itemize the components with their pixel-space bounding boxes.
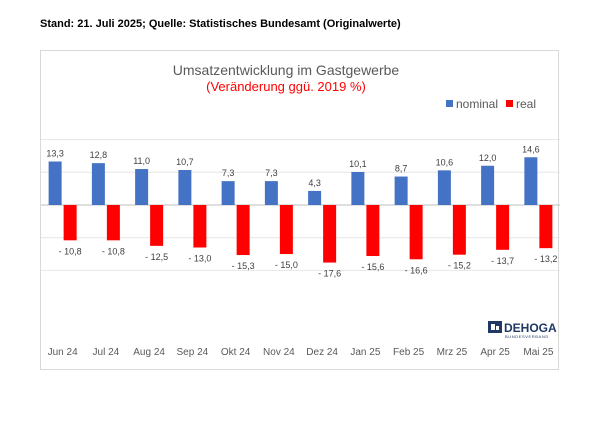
legend-label-nominal: nominal — [456, 97, 498, 111]
data-label-real: - 10,8 — [59, 246, 82, 256]
data-label-nominal: 10,7 — [176, 157, 194, 167]
x-tick-label: Mai 25 — [523, 347, 553, 358]
dehoga-logo: DEHOGA BUNDESVERBAND — [488, 321, 557, 339]
gridlines — [41, 139, 560, 271]
bar-real — [496, 205, 510, 250]
data-label-nominal: 10,6 — [436, 157, 454, 167]
chart-area: 13,3 - 10,8 12,8 - 10,8 11,0 - 12,5 10,7 - 13,0… — [40, 50, 560, 370]
bar-real — [323, 205, 337, 263]
data-label-real: - 15,3 — [232, 261, 255, 271]
x-tick-label: Jun 24 — [48, 347, 78, 358]
bar-nominal — [48, 161, 62, 205]
data-label-real: - 16,6 — [405, 265, 428, 275]
data-label-nominal: 10,1 — [349, 159, 367, 169]
data-label-nominal: 13,3 — [46, 149, 64, 159]
legend-swatch-nominal — [446, 100, 453, 107]
bar-real — [236, 205, 250, 256]
x-tick-labels: Jun 24 Jul 24 Aug 24 Sep 24 Okt 24 Nov 24 Dez … — [48, 347, 554, 358]
bar-real — [193, 205, 207, 248]
data-label-nominal: 8,7 — [395, 164, 408, 174]
x-tick-label: Jan 25 — [350, 347, 380, 358]
chart-subtitle: (Veränderung ggü. 2019 %) — [206, 79, 366, 94]
bar-real — [150, 205, 164, 246]
chart-title: Umsatzentwicklung im Gastgewerbe — [173, 62, 400, 78]
bar-real — [63, 205, 77, 241]
data-label-nominal: 12,0 — [479, 153, 497, 163]
bar-real — [106, 205, 120, 241]
bar-real — [279, 205, 293, 255]
bar-nominal — [437, 170, 451, 205]
bar-nominal — [178, 170, 192, 205]
bar-nominal — [221, 181, 235, 205]
bar-nominal — [264, 181, 278, 205]
data-label-real: - 13,7 — [491, 256, 514, 266]
data-label-real: - 15,6 — [361, 262, 384, 272]
data-label-nominal: 7,3 — [222, 168, 235, 178]
data-label-real: - 10,8 — [102, 246, 125, 256]
x-tick-label: Feb 25 — [393, 347, 425, 358]
bar-nominal — [308, 190, 322, 205]
dehoga-logo-mark-inner — [491, 324, 495, 330]
bar-real — [409, 205, 423, 260]
x-tick-label: Okt 24 — [221, 347, 251, 358]
data-label-nominal: 14,6 — [522, 144, 540, 154]
legend-label-real: real — [516, 97, 536, 111]
legend: nominal real — [446, 97, 536, 111]
dehoga-logo-text: DEHOGA — [504, 321, 557, 335]
bar-nominal — [351, 171, 365, 205]
data-label-real: - 15,2 — [448, 261, 471, 271]
bar-nominal — [524, 157, 538, 205]
x-tick-label: Aug 24 — [133, 347, 165, 358]
x-tick-label: Apr 25 — [480, 347, 510, 358]
data-label-nominal: 12,8 — [90, 150, 108, 160]
dehoga-logo-subtitle: BUNDESVERBAND — [505, 334, 549, 339]
dehoga-logo-mark-inner-2 — [496, 326, 499, 330]
data-label-real: - 15,0 — [275, 260, 298, 270]
x-tick-label: Dez 24 — [306, 347, 338, 358]
bar-real — [366, 205, 380, 257]
data-label-real: - 13,0 — [188, 254, 211, 264]
x-tick-label: Nov 24 — [263, 347, 295, 358]
bar-real — [452, 205, 466, 255]
data-label-nominal: 7,3 — [265, 168, 278, 178]
bar-nominal — [91, 163, 105, 205]
data-label-real: - 12,5 — [145, 252, 168, 262]
legend-swatch-real — [506, 100, 513, 107]
bar-nominal — [394, 176, 408, 205]
bar-nominal — [135, 169, 149, 205]
bar-nominal — [481, 165, 495, 205]
bar-chart: 13,3 - 10,8 12,8 - 10,8 11,0 - 12,5 10,7 - 13,0… — [41, 62, 560, 358]
data-label-real: - 17,6 — [318, 269, 341, 279]
data-label-nominal: 4,3 — [308, 178, 321, 188]
x-tick-label: Mrz 25 — [437, 347, 468, 358]
data-label-real: - 13,2 — [534, 254, 557, 264]
x-tick-label: Jul 24 — [93, 347, 120, 358]
data-label-nominal: 11,0 — [133, 156, 150, 166]
bars — [48, 157, 553, 263]
bar-real — [539, 205, 553, 249]
stand-source-note: Stand: 21. Juli 2025; Quelle: Statistisc… — [40, 18, 401, 30]
x-tick-label: Sep 24 — [177, 347, 209, 358]
data-labels: 13,3 - 10,8 12,8 - 10,8 11,0 - 12,5 10,7 - 13,0… — [46, 144, 557, 278]
